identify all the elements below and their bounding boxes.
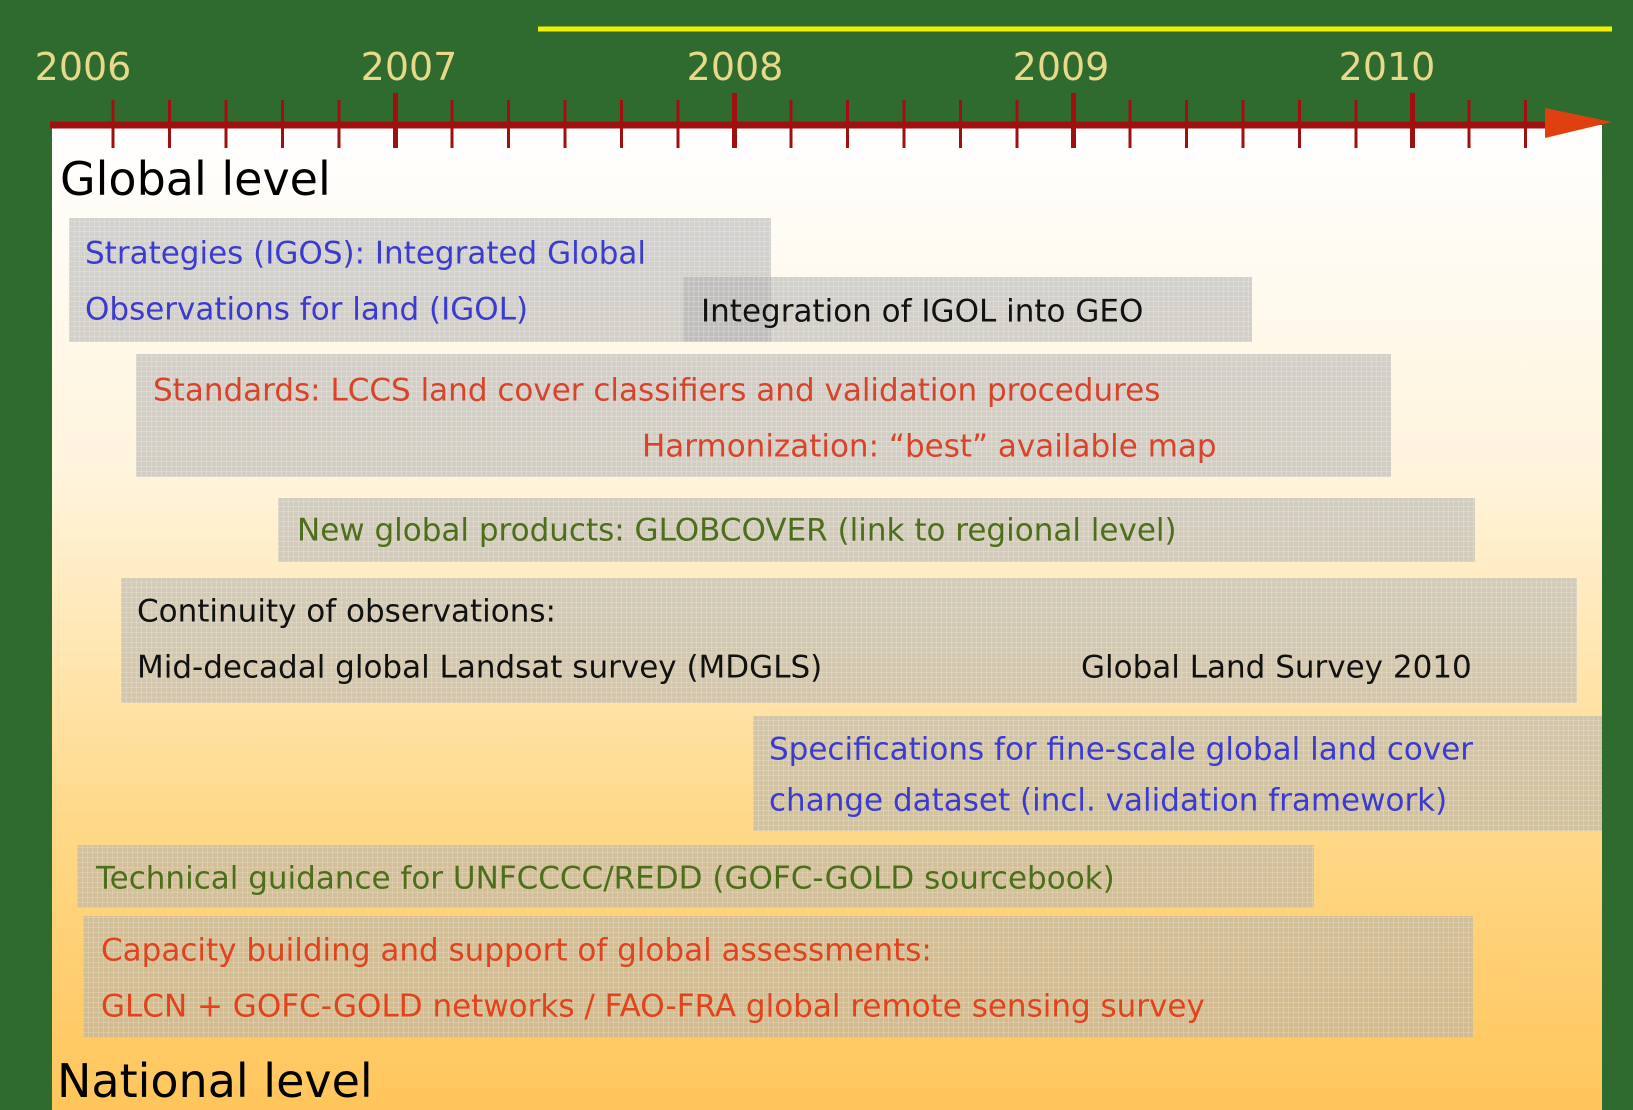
year-label: 2008 [686, 45, 784, 89]
item-text: Global Land Survey 2010 [1081, 649, 1472, 686]
item-text: change dataset (incl. validation framewo… [769, 782, 1448, 819]
year-label: 2009 [1012, 45, 1110, 89]
item-text: Technical guidance for UNFCCCC/REDD (GOF… [96, 860, 1115, 897]
section-label: National level [57, 1054, 373, 1108]
item-box [121, 578, 1577, 703]
item-text: Capacity building and support of global … [101, 932, 932, 969]
item-text: GLCN + GOFC-GOLD networks / FAO-FRA glob… [101, 988, 1205, 1025]
item-text: Integration of IGOL into GEO [701, 293, 1144, 330]
item-text: Specifications for fine-scale global lan… [769, 731, 1474, 768]
item-box [77, 845, 1314, 908]
section-label: Global level [60, 152, 331, 206]
axis-arrow [1545, 108, 1612, 138]
item-box [83, 916, 1473, 1038]
item-text: Strategies (IGOS): Integrated Global [85, 235, 646, 272]
item-text: Mid-decadal global Landsat survey (MDGLS… [137, 649, 823, 686]
item-box [69, 218, 771, 342]
year-label: 2007 [360, 45, 458, 89]
item-box [753, 716, 1602, 831]
timeline-axis [50, 26, 1612, 148]
item-text: New global products: GLOBCOVER (link to … [297, 512, 1177, 549]
item-text: Observations for land (IGOL) [85, 291, 529, 328]
item-text: Standards: LCCS land cover classifiers a… [153, 372, 1161, 409]
item-box [278, 498, 1475, 562]
year-label: 2006 [34, 45, 132, 89]
item-box [683, 277, 1252, 342]
ticks [111, 93, 1527, 148]
item-text: Continuity of observations: [137, 593, 556, 630]
item-text: Harmonization: “best” available map [642, 428, 1217, 465]
year-label: 2010 [1338, 45, 1436, 89]
item-box [136, 354, 1391, 477]
